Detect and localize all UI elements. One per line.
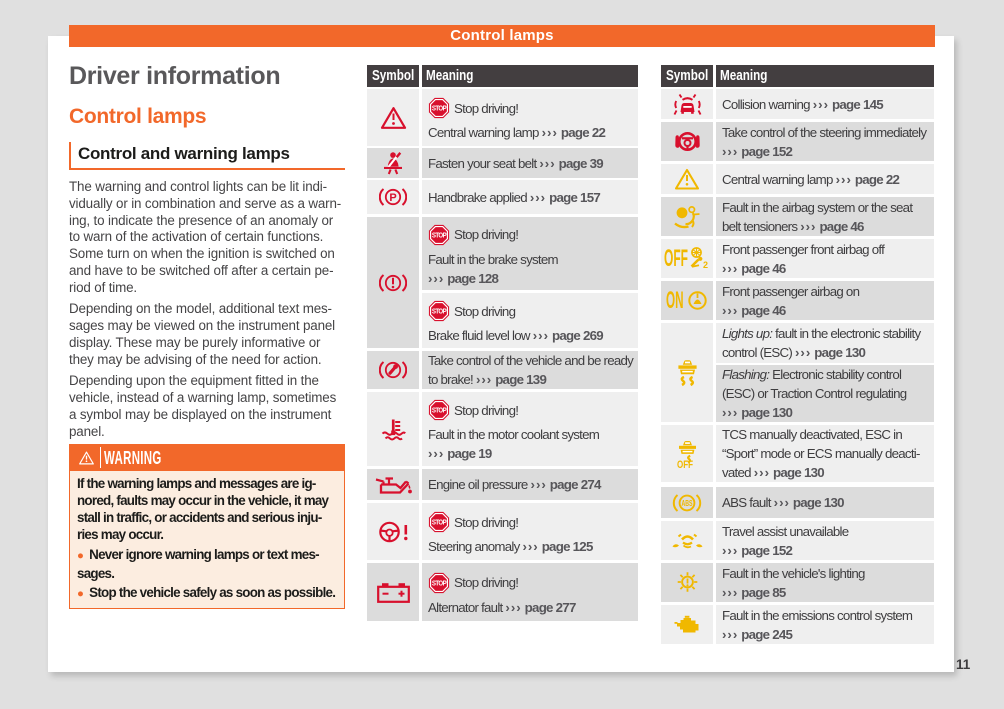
svg-text:STOP: STOP xyxy=(432,230,447,239)
svg-text:STOP: STOP xyxy=(432,518,447,527)
svg-text:2: 2 xyxy=(703,260,708,270)
svg-text:ON: ON xyxy=(666,288,684,313)
svg-text:STOP: STOP xyxy=(432,578,447,587)
svg-text:STOP: STOP xyxy=(432,104,447,113)
svg-text:P: P xyxy=(389,192,396,204)
svg-text:STOP: STOP xyxy=(432,406,447,415)
svg-text:OFF: OFF xyxy=(677,459,693,469)
svg-text:ABS: ABS xyxy=(682,498,693,508)
svg-text:STOP: STOP xyxy=(432,307,447,316)
svg-text:OFF: OFF xyxy=(664,246,688,271)
